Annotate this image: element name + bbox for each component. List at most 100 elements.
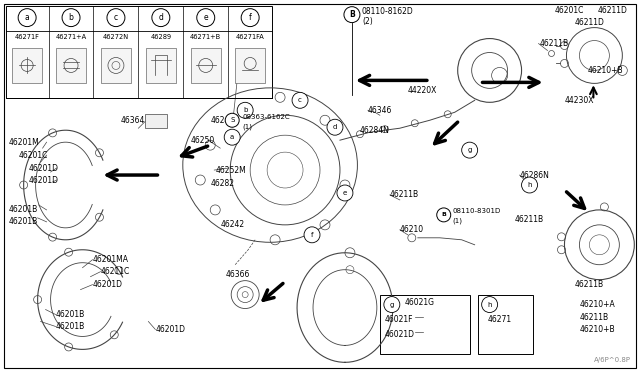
Text: 46271+B: 46271+B	[190, 33, 221, 39]
Text: 46271F: 46271F	[15, 33, 40, 39]
Text: d: d	[333, 124, 337, 130]
Text: b: b	[243, 107, 247, 113]
Text: d: d	[159, 13, 163, 22]
Text: c: c	[114, 13, 118, 22]
Text: h: h	[488, 302, 492, 308]
Text: h: h	[527, 182, 532, 188]
Circle shape	[384, 296, 400, 312]
Text: e: e	[204, 13, 208, 22]
Text: A/6P^0.8P: A/6P^0.8P	[595, 357, 631, 363]
Text: 46201B: 46201B	[9, 217, 38, 227]
Bar	[6, 6, 272, 98]
Bar	[12, 48, 42, 83]
Text: 46250: 46250	[190, 136, 214, 145]
Circle shape	[344, 7, 360, 23]
Circle shape	[237, 102, 253, 118]
Circle shape	[337, 185, 353, 201]
Text: 46210+B: 46210+B	[588, 66, 623, 75]
Circle shape	[107, 9, 125, 26]
Text: 46286N: 46286N	[520, 170, 550, 180]
Text: 46211B: 46211B	[579, 313, 609, 322]
Circle shape	[225, 113, 239, 127]
Bar	[380, 295, 470, 355]
Circle shape	[62, 9, 80, 26]
Circle shape	[196, 9, 215, 26]
Text: 46271FA: 46271FA	[236, 33, 264, 39]
Text: (1): (1)	[242, 124, 252, 131]
Text: (2): (2)	[362, 17, 372, 26]
Text: 44230X: 44230X	[564, 96, 594, 105]
Text: 46201MA: 46201MA	[93, 255, 129, 264]
Text: 46201D: 46201D	[29, 164, 59, 173]
Bar	[477, 295, 532, 355]
Text: 46211C: 46211C	[100, 267, 130, 276]
Text: 46210+A: 46210+A	[579, 300, 615, 309]
Text: 08363-6162C: 08363-6162C	[242, 114, 290, 120]
Circle shape	[18, 9, 36, 26]
Text: 46243: 46243	[210, 116, 234, 125]
Text: 46272N: 46272N	[103, 33, 129, 39]
Text: 46211B: 46211B	[575, 280, 604, 289]
Text: 46210: 46210	[400, 225, 424, 234]
Text: 46021F: 46021F	[385, 315, 413, 324]
Bar	[146, 48, 176, 83]
Text: b: b	[68, 13, 74, 22]
Text: e: e	[343, 190, 347, 196]
Text: 46211D: 46211D	[575, 18, 604, 27]
Text: 46252M: 46252M	[215, 166, 246, 174]
Text: a: a	[230, 134, 234, 140]
Text: 46201C: 46201C	[19, 151, 48, 160]
Text: 46271+A: 46271+A	[56, 33, 86, 39]
Bar	[101, 48, 131, 83]
Text: 46366: 46366	[225, 270, 250, 279]
Text: 46211B: 46211B	[390, 190, 419, 199]
Text: 46211B: 46211B	[540, 39, 569, 48]
Circle shape	[292, 92, 308, 108]
Text: 46211B: 46211B	[515, 215, 544, 224]
Text: f: f	[311, 232, 313, 238]
Text: 08110-8301D: 08110-8301D	[452, 208, 501, 214]
Text: 46201D: 46201D	[93, 280, 122, 289]
Text: a: a	[25, 13, 29, 22]
Text: 46021D: 46021D	[385, 330, 415, 339]
Circle shape	[482, 296, 498, 312]
Text: 46289: 46289	[150, 33, 172, 39]
Text: 46242: 46242	[220, 220, 244, 230]
Bar	[145, 114, 167, 128]
Text: 46210+B: 46210+B	[579, 325, 615, 334]
Text: 46201D: 46201D	[29, 176, 59, 185]
Text: 46271: 46271	[488, 315, 512, 324]
Text: 44220X: 44220X	[408, 86, 437, 95]
Circle shape	[522, 177, 538, 193]
Text: S: S	[230, 117, 234, 123]
Bar	[56, 48, 86, 83]
Text: 46282: 46282	[210, 179, 234, 187]
Text: 46211D: 46211D	[597, 6, 627, 15]
Text: 46201D: 46201D	[156, 325, 186, 334]
Text: B: B	[442, 212, 446, 217]
Circle shape	[327, 119, 343, 135]
Text: 46201B: 46201B	[56, 322, 85, 331]
Circle shape	[152, 9, 170, 26]
Text: c: c	[298, 97, 302, 103]
Text: 08110-8162D: 08110-8162D	[362, 7, 413, 16]
Circle shape	[224, 129, 240, 145]
Circle shape	[436, 208, 451, 222]
Text: 46364: 46364	[120, 116, 145, 125]
Bar	[191, 48, 221, 83]
Text: 46201M: 46201M	[9, 138, 40, 147]
Text: g: g	[467, 147, 472, 153]
Text: f: f	[249, 13, 252, 22]
Text: 46201B: 46201B	[56, 310, 85, 319]
Circle shape	[241, 9, 259, 26]
Text: 46021G: 46021G	[405, 298, 435, 307]
Circle shape	[304, 227, 320, 243]
Text: 46201B: 46201B	[9, 205, 38, 214]
Circle shape	[461, 142, 477, 158]
Text: (1): (1)	[452, 218, 463, 224]
Text: 46346: 46346	[368, 106, 392, 115]
Text: g: g	[390, 302, 394, 308]
Bar	[235, 48, 265, 83]
Text: B: B	[349, 10, 355, 19]
Text: 46284N: 46284N	[360, 126, 390, 135]
